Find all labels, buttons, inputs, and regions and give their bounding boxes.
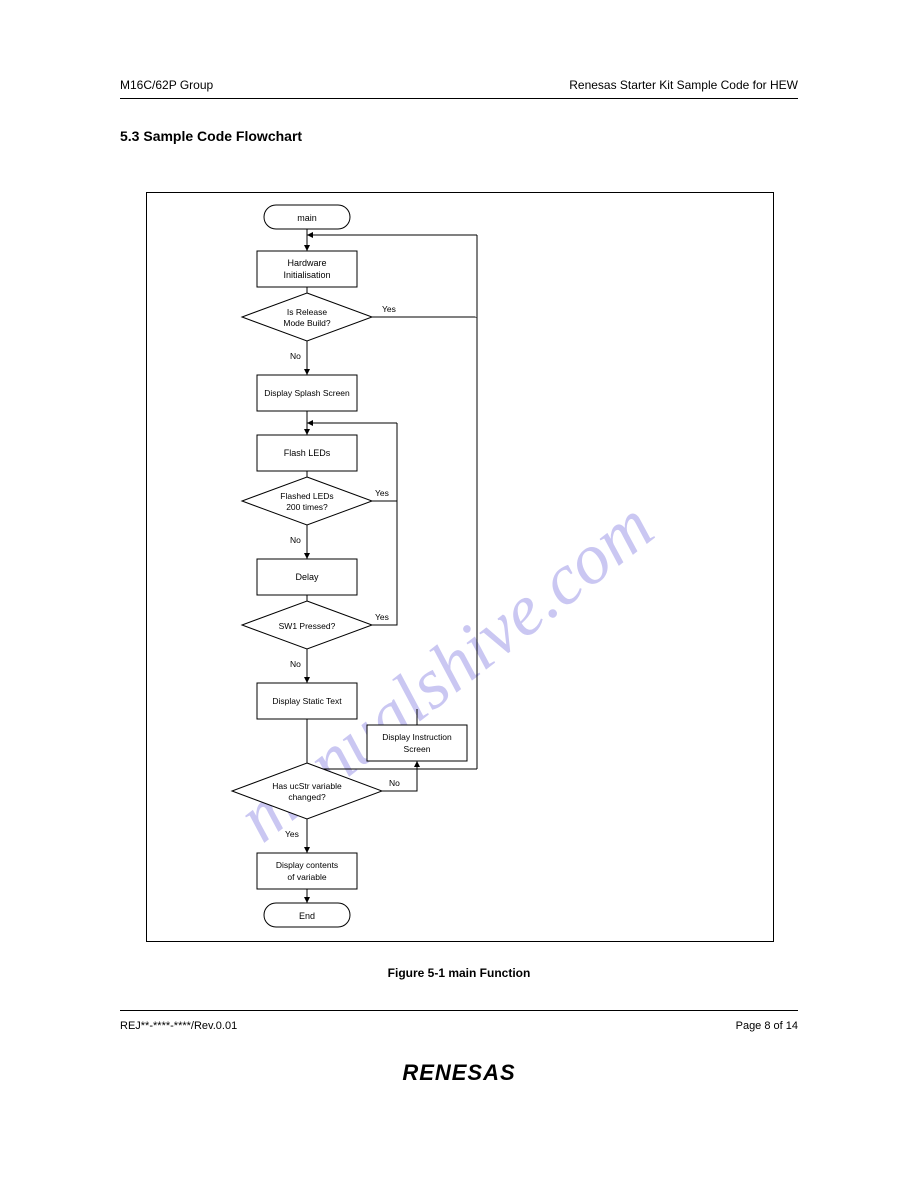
node-p6-l2: Screen — [404, 744, 431, 754]
section-heading: 5.3 Sample Code Flowchart — [120, 128, 302, 144]
node-p1-l2: Initialisation — [283, 270, 330, 280]
node-p4: Delay — [295, 572, 319, 582]
header-left: M16C/62P Group — [120, 78, 213, 92]
figure-frame: No Yes No Yes No Yes Yes No — [146, 192, 774, 942]
edge-label-d3-no: No — [290, 659, 301, 669]
node-start: main — [297, 213, 317, 223]
footer-right: Page 8 of 14 — [736, 1020, 798, 1032]
node-d4-l2: changed? — [288, 792, 326, 802]
node-p3: Flash LEDs — [284, 448, 331, 458]
edge-label-d2-yes: Yes — [375, 488, 389, 498]
edge-label-d4-yes: Yes — [285, 829, 299, 839]
node-p2: Display Splash Screen — [264, 388, 350, 398]
edge-label-d4-no: No — [389, 778, 400, 788]
node-d4-l1: Has ucStr variable — [272, 781, 342, 791]
node-d1-l1: Is Release — [287, 307, 327, 317]
renesas-logo: RENESAS — [0, 1060, 918, 1086]
edge-label-d3-yes: Yes — [375, 612, 389, 622]
node-p7-l1: Display contents — [276, 860, 338, 870]
node-p5: Display Static Text — [272, 696, 342, 706]
node-d2-l2: 200 times? — [286, 502, 328, 512]
edge-label-d1-no: No — [290, 351, 301, 361]
header-rule — [120, 98, 798, 99]
node-d3: SW1 Pressed? — [279, 621, 336, 631]
figure-caption: Figure 5-1 main Function — [0, 966, 918, 980]
node-d2-l1: Flashed LEDs — [280, 491, 333, 501]
flowchart: No Yes No Yes No Yes Yes No — [147, 193, 775, 943]
node-p6-l1: Display Instruction — [382, 732, 452, 742]
node-d1-l2: Mode Build? — [283, 318, 331, 328]
node-end: End — [299, 911, 315, 921]
edge-label-d1-yes: Yes — [382, 304, 396, 314]
node-p1-l1: Hardware — [287, 258, 326, 268]
footer-left: REJ**-****-****/Rev.0.01 — [120, 1020, 237, 1032]
node-p7-l2: of variable — [287, 872, 326, 882]
edge-label-d2-no: No — [290, 535, 301, 545]
logo-text: RENESAS — [402, 1060, 515, 1085]
header-right: Renesas Starter Kit Sample Code for HEW — [569, 78, 798, 92]
footer-rule — [120, 1010, 798, 1011]
